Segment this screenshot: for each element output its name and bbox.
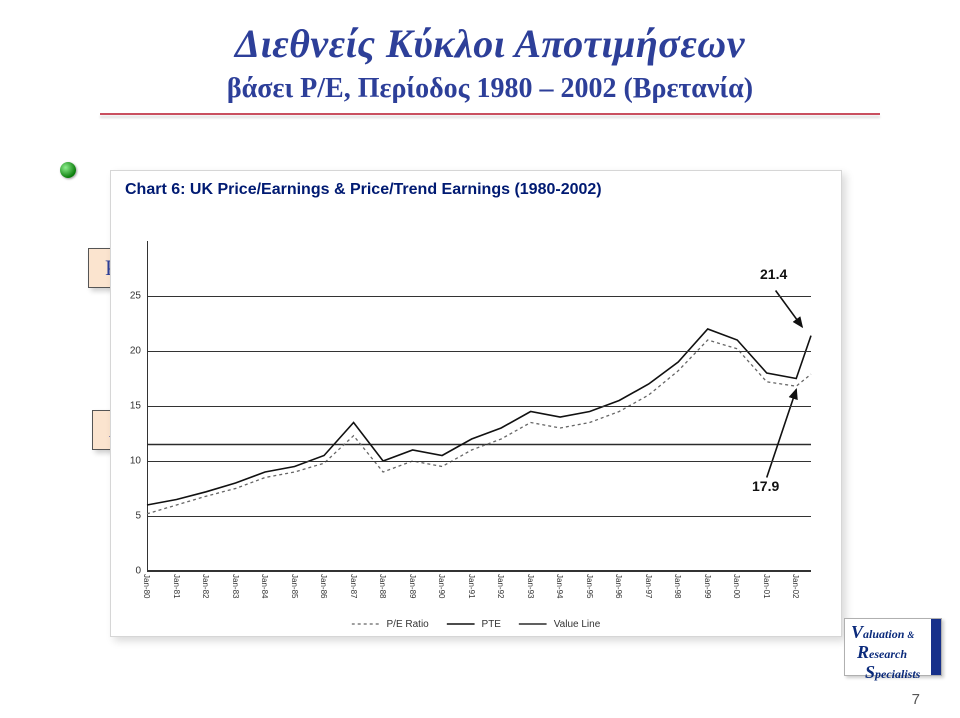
- xtick-label: Jan-80: [142, 574, 151, 598]
- xtick-label: Jan-02: [791, 574, 800, 598]
- xtick-label: Jan-82: [201, 574, 210, 598]
- xtick-label: Jan-88: [378, 574, 387, 598]
- ytick-label: 0: [117, 566, 141, 577]
- legend-pte: PTE: [447, 619, 501, 630]
- xtick-label: Jan-01: [762, 574, 771, 598]
- gridline: [147, 351, 811, 352]
- xtick-label: Jan-99: [703, 574, 712, 598]
- page-number: 7: [912, 691, 920, 708]
- ytick-label: 15: [117, 401, 141, 412]
- gridline: [147, 461, 811, 462]
- gridline: [147, 296, 811, 297]
- xtick-label: Jan-97: [644, 574, 653, 598]
- xtick-label: Jan-81: [172, 574, 181, 598]
- chart-legend: P/E Ratio PTE Value Line: [352, 619, 601, 630]
- annotation-pte-end: 21.4: [760, 266, 787, 282]
- chart-panel: Chart 6: UK Price/Earnings & Price/Trend…: [110, 170, 842, 637]
- xtick-label: Jan-92: [496, 574, 505, 598]
- slide-title: Διεθνείς Κύκλοι Αποτιμήσεων: [90, 20, 890, 67]
- xtick-label: Jan-86: [319, 574, 328, 598]
- bullet-dot: [60, 162, 76, 178]
- ytick-label: 20: [117, 346, 141, 357]
- xtick-label: Jan-83: [231, 574, 240, 598]
- xtick-label: Jan-84: [260, 574, 269, 598]
- legend-value-line: Value Line: [519, 619, 600, 630]
- xtick-label: Jan-89: [408, 574, 417, 598]
- gridline: [147, 406, 811, 407]
- xtick-label: Jan-00: [732, 574, 741, 598]
- slide: { "page_number": "7", "title": "Διεθνείς…: [0, 0, 960, 718]
- xtick-label: Jan-94: [555, 574, 564, 598]
- vrs-logo: Valuation & Research Specialists: [844, 618, 942, 676]
- ytick-label: 25: [117, 291, 141, 302]
- slide-subtitle: βάσει P/E, Περίοδος 1980 – 2002 (Βρετανί…: [90, 73, 890, 105]
- vrs-side-bar: [931, 619, 941, 675]
- xtick-label: Jan-90: [437, 574, 446, 598]
- legend-pe-ratio: P/E Ratio: [352, 619, 429, 630]
- xtick-label: Jan-98: [673, 574, 682, 598]
- xtick-label: Jan-95: [585, 574, 594, 598]
- ytick-label: 10: [117, 456, 141, 467]
- xtick-label: Jan-93: [526, 574, 535, 598]
- ytick-label: 5: [117, 511, 141, 522]
- annotation-pe-end: 17.9: [752, 478, 779, 494]
- xtick-label: Jan-91: [467, 574, 476, 598]
- gridline: [147, 516, 811, 517]
- title-block: Διεθνείς Κύκλοι Αποτιμήσεων βάσει P/E, Π…: [90, 20, 890, 123]
- xtick-label: Jan-85: [290, 574, 299, 598]
- xtick-label: Jan-87: [349, 574, 358, 598]
- chart-title: Chart 6: UK Price/Earnings & Price/Trend…: [111, 171, 841, 199]
- gridline: [147, 571, 811, 572]
- plot-area: 0510152025Jan-80Jan-81Jan-82Jan-83Jan-84…: [147, 241, 811, 571]
- title-underline: [100, 113, 880, 115]
- xtick-label: Jan-96: [614, 574, 623, 598]
